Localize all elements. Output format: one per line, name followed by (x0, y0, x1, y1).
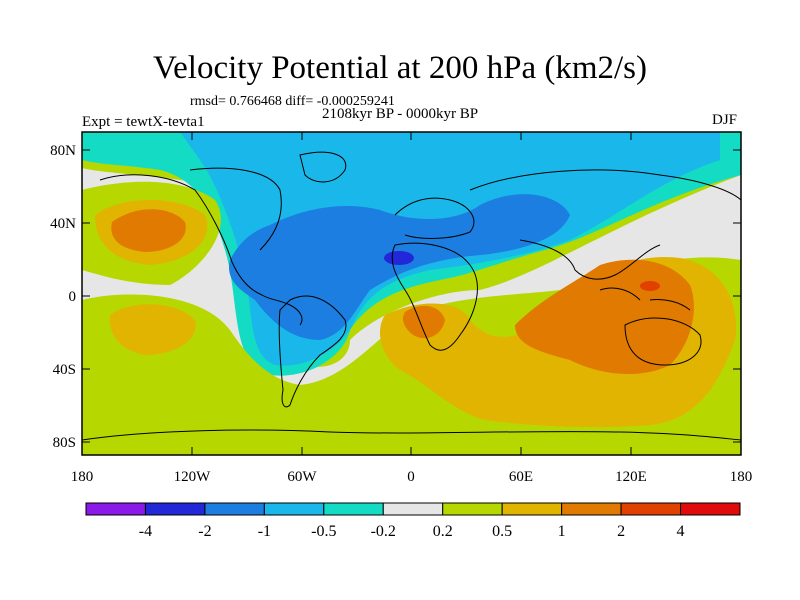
coast-europe (394, 197, 475, 239)
colorbar (85, 502, 741, 516)
negative-strong-area (229, 194, 571, 340)
y-tick-label: 80S (53, 435, 76, 451)
x-tick-label: 120E (615, 469, 647, 485)
y-tick-label: 40N (50, 216, 76, 232)
x-tick-label: 180 (71, 469, 94, 485)
y-tick-label: 40S (53, 362, 76, 378)
experiment-label: Expt = tewtX-tevta1 (82, 114, 205, 130)
y-tick-label: 80N (50, 143, 76, 159)
colorbar-swatch (85, 502, 146, 516)
positive-max-core (640, 281, 660, 291)
positive-strong-area-atlantic (403, 305, 445, 339)
colorbar-swatch (561, 502, 622, 516)
coastlines (82, 151, 741, 441)
colorbar-swatch (680, 502, 741, 516)
colorbar-label: 0.2 (433, 523, 453, 540)
y-tick-label: 0 (69, 289, 77, 305)
colorbar-label: 2 (617, 523, 625, 540)
x-tick-label: 120W (174, 469, 212, 485)
colorbar-swatch (442, 502, 503, 516)
colorbar-swatch (501, 502, 563, 516)
x-tick-label: 180 (730, 469, 753, 485)
x-tick-label: 0 (407, 469, 415, 485)
negative-max-core (384, 251, 414, 265)
colorbar-swatch (620, 502, 682, 516)
coast-africa (391, 242, 478, 351)
colorbar-label: -1 (258, 523, 271, 540)
coast-antarctica (82, 429, 741, 441)
x-tick-label: 60E (509, 469, 533, 485)
colorbar-swatch (323, 502, 384, 516)
colorbar-labels: -4 -2 -1 -0.5 -0.2 0.2 0.5 1 2 4 (139, 523, 685, 540)
x-tick-label: 60W (287, 469, 317, 485)
stats-label: rmsd= 0.766468 diff= -0.000259241 (190, 94, 395, 109)
coast-asia (469, 169, 741, 280)
colorbar-label: -4 (139, 523, 152, 540)
x-tick-labels: 180 120W 60W 0 60E 120E 180 (71, 469, 753, 485)
colorbar-label: 0.5 (492, 523, 512, 540)
colorbar-swatch (204, 502, 265, 516)
tick-marks (82, 132, 741, 455)
period-label: 2108kyr BP - 0000kyr BP (322, 106, 479, 122)
colorbar-swatch (263, 502, 325, 516)
contour-field (82, 132, 741, 455)
season-label: DJF (712, 112, 738, 128)
colorbar-label: -0.2 (371, 523, 396, 540)
positive-mid-area-southwest (109, 304, 196, 355)
colorbar-label: -0.5 (311, 523, 336, 540)
colorbar-label: 4 (677, 523, 685, 540)
coast-australia (624, 317, 702, 366)
colorbar-label: 1 (558, 523, 566, 540)
coast-greenland (299, 151, 347, 183)
colorbar-label: -2 (198, 523, 211, 540)
colorbar-swatch (382, 502, 444, 516)
coast-north-america (99, 174, 303, 326)
colorbar-swatch (144, 502, 206, 516)
positive-strong-area (111, 209, 186, 252)
map-title: Velocity Potential at 200 hPa (km2/s) (152, 50, 648, 86)
coast-maritime (599, 287, 691, 311)
coast-north-america-east (189, 167, 282, 251)
coast-south-america (278, 295, 347, 408)
y-tick-labels: 80N 40N 0 40S 80S (50, 143, 76, 451)
